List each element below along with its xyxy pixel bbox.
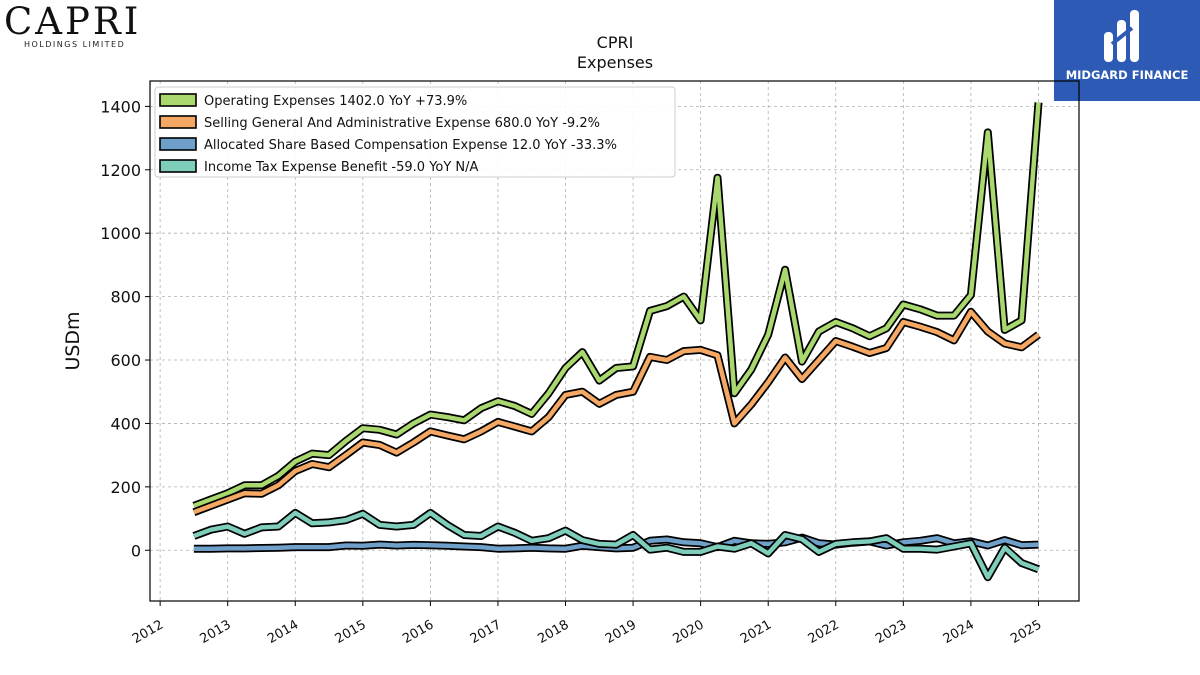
x-tick-label: 2012 bbox=[130, 617, 166, 647]
y-tick-label: 400 bbox=[110, 414, 141, 433]
x-tick-label: 2014 bbox=[265, 617, 301, 647]
x-tick-label: 2016 bbox=[400, 617, 436, 647]
legend-entry: Operating Expenses 1402.0 YoY +73.9% bbox=[204, 94, 467, 109]
x-tick-label: 2015 bbox=[333, 617, 369, 647]
y-tick-label: 600 bbox=[110, 351, 141, 370]
series-line-3 bbox=[193, 510, 1040, 580]
capri-logo: CAPRI HOLDINGS LIMITED bbox=[4, 2, 154, 52]
capri-logo-subtitle: HOLDINGS LIMITED bbox=[24, 40, 126, 49]
x-tick-label: 2020 bbox=[670, 617, 706, 647]
legend-swatch bbox=[159, 137, 197, 151]
chart-title: CPRI bbox=[597, 33, 634, 52]
y-tick-label: 1000 bbox=[100, 224, 141, 243]
series-line-0 bbox=[193, 102, 1041, 509]
x-tick-label: 2013 bbox=[198, 617, 234, 647]
legend-swatch bbox=[159, 115, 197, 129]
y-tick-label: 1400 bbox=[100, 97, 141, 116]
legend-box bbox=[154, 86, 676, 178]
chart-series bbox=[192, 102, 1043, 582]
chart-axes: 0 200 400 600 800 1000 1200 1400 2012 2013 2014 201… bbox=[100, 97, 1044, 647]
series-outline-1 bbox=[192, 307, 1041, 516]
plot-frame bbox=[149, 80, 1080, 602]
capri-logo-word: CAPRI bbox=[4, 0, 142, 43]
midgard-finance-label: MIDGARD FINANCE bbox=[1065, 68, 1189, 82]
midgard-logo-icon bbox=[1104, 10, 1139, 62]
y-axis-label: USDm bbox=[62, 311, 84, 370]
y-tick-label: 1200 bbox=[100, 161, 141, 180]
y-tick-label: 0 bbox=[131, 541, 141, 560]
midgard-finance-watermark: MIDGARD FINANCE bbox=[1054, 0, 1200, 101]
x-tick-label: 2022 bbox=[806, 617, 842, 647]
y-tick-label: 800 bbox=[110, 288, 141, 307]
x-tick-label: 2025 bbox=[1008, 617, 1044, 647]
legend-entry: Selling General And Administrative Expen… bbox=[204, 116, 600, 131]
x-tick-label: 2023 bbox=[873, 617, 909, 647]
x-tick-label: 2024 bbox=[941, 617, 977, 647]
chart-legend: Operating Expenses 1402.0 YoY +73.9% Sell… bbox=[154, 86, 676, 178]
legend-swatch bbox=[159, 93, 197, 107]
chart-subtitle: Expenses bbox=[577, 53, 653, 72]
x-tick-label: 2021 bbox=[738, 617, 774, 647]
x-tick-label: 2019 bbox=[603, 617, 639, 647]
legend-entry: Allocated Share Based Compensation Expen… bbox=[204, 138, 617, 153]
x-tick-label: 2018 bbox=[535, 617, 571, 647]
x-tick-label: 2017 bbox=[468, 617, 504, 647]
legend-swatch bbox=[159, 159, 197, 173]
legend-entry: Income Tax Expense Benefit -59.0 YoY N/A bbox=[204, 160, 479, 175]
y-tick-label: 200 bbox=[110, 478, 141, 497]
series-line-1 bbox=[193, 309, 1040, 515]
